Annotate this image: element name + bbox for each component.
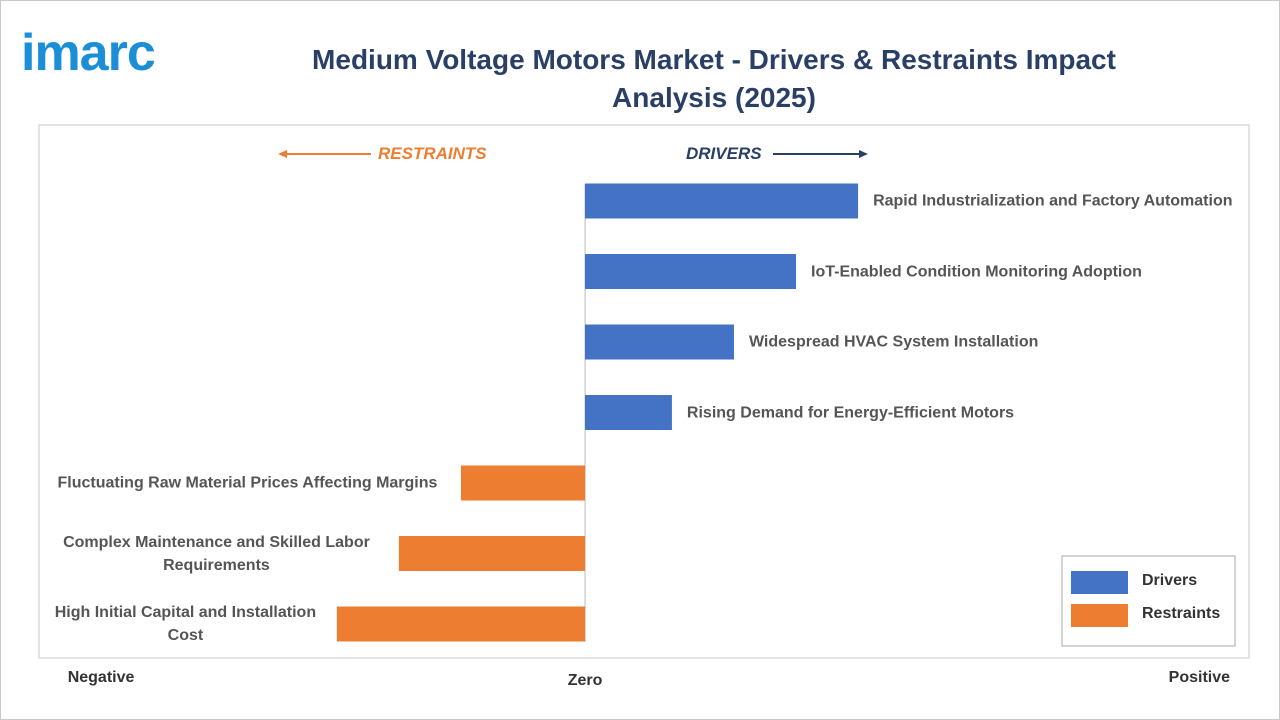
bar (460, 465, 586, 501)
logo: imarc (21, 24, 156, 82)
arrow-head (859, 150, 868, 158)
bar (585, 324, 734, 360)
bar (585, 183, 859, 219)
category-label: Fluctuating Raw Material Prices Affectin… (57, 474, 438, 492)
legend-swatch (1071, 571, 1128, 594)
legend-box (1061, 555, 1236, 647)
annotation: RESTRAINTS (378, 144, 487, 163)
arrow-head (278, 150, 287, 158)
x-tick-label: Positive (1168, 669, 1231, 686)
bar (336, 606, 586, 642)
category-label: Complex Maintenance and Skilled Labor Re… (63, 533, 370, 574)
bar (585, 395, 672, 430)
category-label: Rising Demand for Energy-Efficient Motor… (686, 404, 1015, 421)
x-tick-label: Negative (67, 669, 135, 686)
category-label: High Initial Capital and Installation Co… (54, 604, 317, 644)
x-tick-label: Zero (567, 672, 603, 689)
plot-frame (38, 124, 1250, 659)
annotation: DRIVERS (686, 144, 762, 163)
bar (398, 536, 586, 571)
chart-title: Medium Voltage Motors Market - Drivers &… (312, 44, 1116, 113)
legend-label: Drivers (1142, 572, 1198, 589)
category-label: IoT-Enabled Condition Monitoring Adoptio… (811, 263, 1142, 280)
category-label: Rapid Industrialization and Factory Auto… (873, 192, 1233, 210)
legend-swatch (1071, 604, 1128, 627)
category-label: Widespread HVAC System Installation (748, 333, 1039, 351)
legend-label: Restraints (1142, 605, 1221, 622)
bar (585, 254, 797, 289)
